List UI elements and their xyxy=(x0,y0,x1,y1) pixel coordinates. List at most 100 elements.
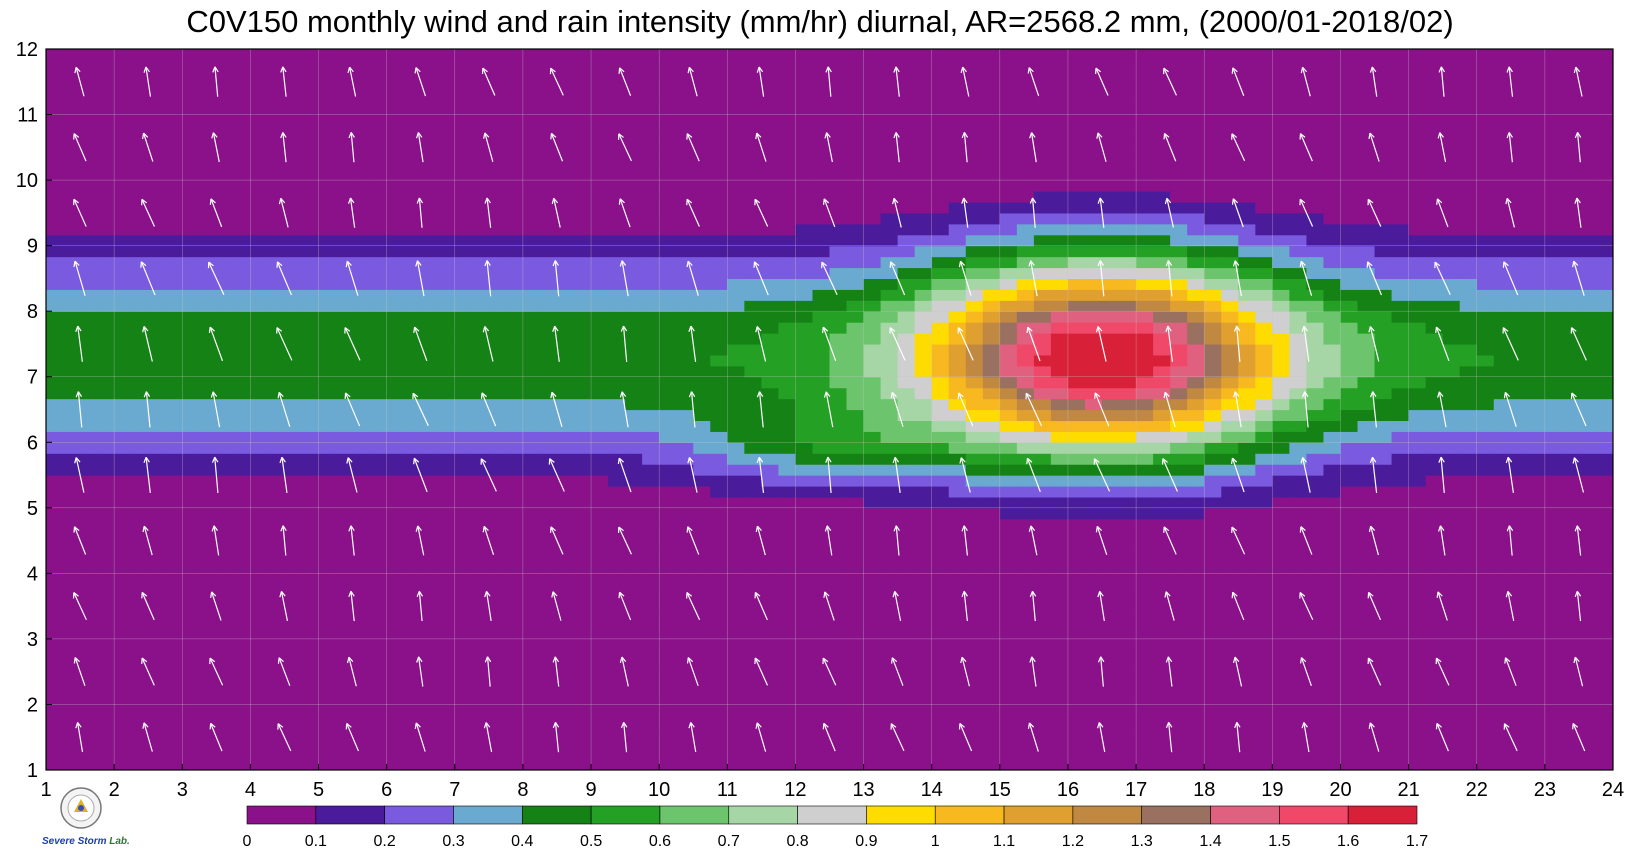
field-cell xyxy=(1102,606,1120,618)
field-cell xyxy=(267,343,286,356)
field-cell xyxy=(1306,267,1325,279)
field-cell xyxy=(931,573,950,585)
field-cell xyxy=(1153,180,1171,192)
field-cell xyxy=(301,409,320,422)
field-cell xyxy=(625,737,643,749)
field-cell xyxy=(863,693,882,706)
field-cell xyxy=(1255,147,1273,159)
field-cell xyxy=(148,201,166,214)
field-cell xyxy=(897,289,916,301)
field-cell xyxy=(1033,660,1052,673)
field-cell xyxy=(693,649,711,662)
field-cell xyxy=(1033,322,1052,334)
field-cell xyxy=(761,267,779,279)
field-cell xyxy=(999,92,1018,105)
field-cell xyxy=(335,682,354,695)
field-cell xyxy=(46,278,64,290)
field-cell xyxy=(1119,551,1137,564)
field-cell xyxy=(1255,682,1273,695)
field-cell xyxy=(761,638,779,651)
field-cell xyxy=(233,136,251,148)
field-cell xyxy=(199,245,217,258)
field-cell xyxy=(131,431,149,443)
field-cell xyxy=(999,475,1018,487)
field-cell xyxy=(114,365,132,378)
field-cell xyxy=(999,606,1018,618)
field-cell xyxy=(710,201,728,214)
field-cell xyxy=(454,158,473,170)
field-cell xyxy=(676,365,694,378)
field-cell xyxy=(46,136,64,148)
field-cell xyxy=(1170,289,1188,301)
field-cell xyxy=(199,485,217,498)
field-cell xyxy=(522,376,541,389)
field-cell xyxy=(80,595,98,607)
field-cell xyxy=(880,737,899,749)
field-cell xyxy=(676,704,694,716)
field-cell xyxy=(778,81,797,94)
field-cell xyxy=(1033,551,1052,564)
field-cell xyxy=(216,485,234,498)
field-cell xyxy=(574,256,592,269)
field-cell xyxy=(1033,584,1052,596)
field-cell xyxy=(97,354,115,367)
field-cell xyxy=(1033,420,1052,432)
field-cell xyxy=(199,278,217,290)
field-cell xyxy=(386,212,405,225)
field-cell xyxy=(812,92,831,105)
field-cell xyxy=(931,485,950,498)
field-cell xyxy=(778,136,797,148)
field-cell xyxy=(1033,92,1052,105)
field-cell xyxy=(369,507,388,520)
field-cell xyxy=(880,59,899,72)
field-cell xyxy=(1153,376,1171,389)
field-cell xyxy=(352,485,371,498)
field-cell xyxy=(369,59,388,72)
field-cell xyxy=(982,715,1001,727)
field-cell xyxy=(352,627,371,640)
field-cell xyxy=(488,147,507,159)
field-cell xyxy=(625,606,643,618)
field-cell xyxy=(1033,234,1052,247)
field-cell xyxy=(931,704,950,716)
field-cell xyxy=(267,125,286,137)
field-cell xyxy=(914,92,933,105)
field-cell xyxy=(1255,464,1273,476)
field-cell xyxy=(642,191,660,203)
field-cell xyxy=(318,180,337,192)
field-cell xyxy=(965,584,984,596)
field-cell xyxy=(1136,562,1154,574)
field-cell xyxy=(522,387,541,400)
field-cell xyxy=(1306,442,1325,454)
field-cell xyxy=(625,300,643,312)
field-cell xyxy=(846,212,865,225)
field-cell xyxy=(505,693,524,706)
field-cell xyxy=(505,333,524,345)
field-cell xyxy=(454,245,473,258)
field-cell xyxy=(625,278,643,290)
field-cell xyxy=(199,660,217,673)
field-cell xyxy=(369,365,388,378)
field-cell xyxy=(1255,671,1273,684)
field-cell xyxy=(795,158,814,170)
field-cell xyxy=(80,343,98,356)
field-cell xyxy=(1170,212,1188,225)
field-cell xyxy=(897,158,916,170)
field-cell xyxy=(829,49,848,61)
field-cell xyxy=(676,278,694,290)
field-cell xyxy=(591,92,609,105)
field-cell xyxy=(267,759,286,770)
field-cell xyxy=(1170,759,1188,770)
field-cell xyxy=(1153,201,1171,214)
field-cell xyxy=(556,627,575,640)
field-cell xyxy=(233,726,251,738)
field-cell xyxy=(608,387,626,400)
field-cell xyxy=(1238,223,1256,236)
field-cell xyxy=(471,125,490,137)
field-cell xyxy=(505,300,524,312)
field-cell xyxy=(1016,649,1035,662)
field-cell xyxy=(999,464,1018,476)
field-cell xyxy=(812,638,831,651)
field-cell xyxy=(829,649,848,662)
field-cell xyxy=(199,529,217,542)
